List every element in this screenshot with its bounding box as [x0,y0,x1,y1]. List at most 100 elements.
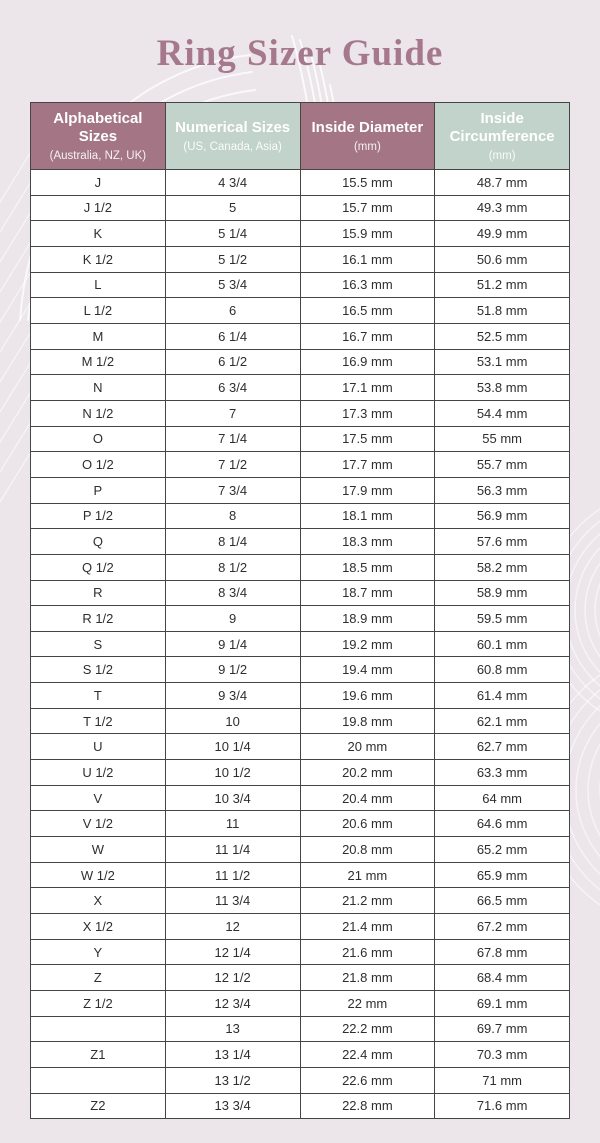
cell-inside-diameter: 21.4 mm [299,913,436,940]
cell-alphabetical-size: O 1/2 [30,451,166,478]
cell-inside-diameter: 21.6 mm [299,938,436,966]
cell-inside-circumference: 49.9 mm [434,220,570,247]
table-row: M 6 1/4 16.7 mm 52.5 mm [30,322,570,350]
cell-alphabetical-size: X 1/2 [30,913,166,940]
cell-numerical-size: 12 [164,913,301,940]
table-row: N 6 3/4 17.1 mm 53.8 mm [30,374,570,401]
cell-numerical-size: 10 1/4 [164,733,301,761]
cell-numerical-size: 11 1/2 [164,861,301,889]
cell-inside-circumference: 53.1 mm [434,348,570,376]
hatch-left [0,149,33,504]
table-row: R 1/2 9 18.9 mm 59.5 mm [30,605,570,632]
cell-numerical-size: 13 3/4 [164,1092,301,1120]
cell-inside-circumference: 48.7 mm [434,169,570,196]
cell-numerical-size: 7 1/2 [164,451,301,478]
cell-inside-circumference: 67.2 mm [434,913,570,940]
cell-inside-diameter: 16.3 mm [299,271,436,299]
cell-inside-circumference: 70.3 mm [434,1041,570,1068]
cell-alphabetical-size: R 1/2 [30,605,166,632]
cell-alphabetical-size: L [30,271,166,299]
cell-alphabetical-size: R [30,579,166,607]
table-row: T 1/2 10 19.8 mm 62.1 mm [30,707,570,735]
table-row: M 1/2 6 1/2 16.9 mm 53.1 mm [30,348,570,376]
cell-alphabetical-size: Q 1/2 [30,553,166,581]
cell-inside-diameter: 22.2 mm [299,1015,436,1043]
cell-inside-circumference: 57.6 mm [434,528,570,555]
table-row: P 1/2 8 18.1 mm 56.9 mm [30,502,570,530]
table-row: W 11 1/4 20.8 mm 65.2 mm [30,836,570,863]
cell-numerical-size: 13 [164,1015,301,1043]
cell-numerical-size: 11 [164,810,301,838]
cell-numerical-size: 9 1/4 [164,630,301,658]
table-row: J 4 3/4 15.5 mm 48.7 mm [30,169,570,196]
cell-alphabetical-size: Y [30,938,166,966]
cell-inside-circumference: 55 mm [434,425,570,453]
cell-numerical-size: 6 [164,297,301,324]
cell-alphabetical-size: Z2 [30,1092,166,1120]
cell-inside-diameter: 17.9 mm [299,476,436,504]
cell-inside-diameter: 15.7 mm [299,194,436,222]
cell-inside-circumference: 62.1 mm [434,707,570,735]
cell-inside-diameter: 22.8 mm [299,1092,436,1120]
cell-alphabetical-size: P 1/2 [30,502,166,530]
cell-inside-circumference: 56.9 mm [434,502,570,530]
cell-numerical-size: 7 [164,399,301,427]
col-subtitle: (mm) [353,141,381,154]
cell-inside-diameter: 22 mm [299,990,436,1017]
header-row: Alphabetical Sizes (Australia, NZ, UK) N… [30,102,570,170]
cell-inside-circumference: 55.7 mm [434,451,570,478]
table-row: Y 12 1/4 21.6 mm 67.8 mm [30,938,570,966]
cell-inside-circumference: 71.6 mm [434,1092,570,1120]
cell-numerical-size: 7 3/4 [164,476,301,504]
cell-inside-diameter: 22.4 mm [299,1041,436,1068]
cell-inside-circumference: 51.8 mm [434,297,570,324]
cell-inside-diameter: 18.1 mm [299,502,436,530]
cell-alphabetical-size: K [30,220,166,247]
cell-alphabetical-size: U 1/2 [30,759,166,786]
cell-numerical-size: 10 [164,707,301,735]
cell-alphabetical-size: O [30,425,166,453]
cell-inside-diameter: 18.5 mm [299,553,436,581]
cell-inside-circumference: 64 mm [434,784,570,812]
table-row: U 10 1/4 20 mm 62.7 mm [30,733,570,761]
cell-inside-circumference: 56.3 mm [434,476,570,504]
cell-numerical-size: 12 1/4 [164,938,301,966]
table-row: O 7 1/4 17.5 mm 55 mm [30,425,570,453]
cell-numerical-size: 4 3/4 [164,169,301,196]
cell-numerical-size: 5 1/4 [164,220,301,247]
cell-inside-circumference: 59.5 mm [434,605,570,632]
table-row: R 8 3/4 18.7 mm 58.9 mm [30,579,570,607]
cell-alphabetical-size: T 1/2 [30,707,166,735]
table-row: T 9 3/4 19.6 mm 61.4 mm [30,682,570,709]
table-row: L 1/2 6 16.5 mm 51.8 mm [30,297,570,324]
cell-inside-circumference: 50.6 mm [434,245,570,273]
cell-numerical-size: 13 1/4 [164,1041,301,1068]
cell-inside-circumference: 58.9 mm [434,579,570,607]
table-row: Q 1/2 8 1/2 18.5 mm 58.2 mm [30,553,570,581]
cell-inside-circumference: 64.6 mm [434,810,570,838]
cell-inside-diameter: 18.7 mm [299,579,436,607]
cell-inside-diameter: 19.2 mm [299,630,436,658]
col-subtitle: (US, Canada, Asia) [183,141,282,154]
cell-numerical-size: 10 3/4 [164,784,301,812]
cell-inside-diameter: 22.6 mm [299,1066,436,1094]
cell-inside-circumference: 58.2 mm [434,553,570,581]
cell-inside-diameter: 17.7 mm [299,451,436,478]
col-header-alphabetical-sizes: Alphabetical Sizes (Australia, NZ, UK) [30,102,166,170]
cell-inside-circumference: 54.4 mm [434,399,570,427]
cell-alphabetical-size: K 1/2 [30,245,166,273]
table-row: V 10 3/4 20.4 mm 64 mm [30,784,570,812]
cell-inside-circumference: 71 mm [434,1066,570,1094]
cell-inside-diameter: 17.5 mm [299,425,436,453]
cell-inside-diameter: 19.8 mm [299,707,436,735]
table-row: X 1/2 12 21.4 mm 67.2 mm [30,913,570,940]
table-row: K 5 1/4 15.9 mm 49.9 mm [30,220,570,247]
cell-inside-diameter: 18.3 mm [299,528,436,555]
cell-alphabetical-size [30,1066,166,1094]
cell-inside-diameter: 21 mm [299,861,436,889]
cell-inside-circumference: 60.8 mm [434,656,570,684]
table-row: Q 8 1/4 18.3 mm 57.6 mm [30,528,570,555]
page-title: Ring Sizer Guide [156,33,444,74]
col-title: Alphabetical Sizes [53,109,143,145]
